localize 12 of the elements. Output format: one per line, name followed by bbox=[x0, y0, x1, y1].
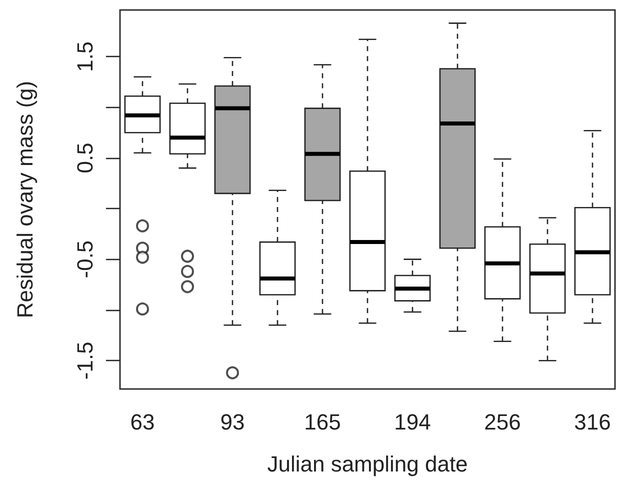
y-tick-label: 1.5 bbox=[72, 41, 98, 72]
y-tick-label: 0.5 bbox=[72, 142, 98, 174]
x-tick-label: 194 bbox=[394, 410, 431, 434]
x-tick-label: 256 bbox=[484, 410, 521, 434]
y-axis-title: Residual ovary mass (g) bbox=[12, 80, 38, 318]
x-tick-label: 316 bbox=[574, 410, 611, 434]
y-tick-label: -0.5 bbox=[72, 240, 98, 278]
y-tick-label: -1.5 bbox=[72, 342, 98, 380]
x-axis-title: Julian sampling date bbox=[267, 452, 468, 476]
x-tick-label: 63 bbox=[130, 410, 155, 434]
x-tick-label: 165 bbox=[304, 410, 341, 434]
x-tick-label: 93 bbox=[220, 410, 245, 434]
